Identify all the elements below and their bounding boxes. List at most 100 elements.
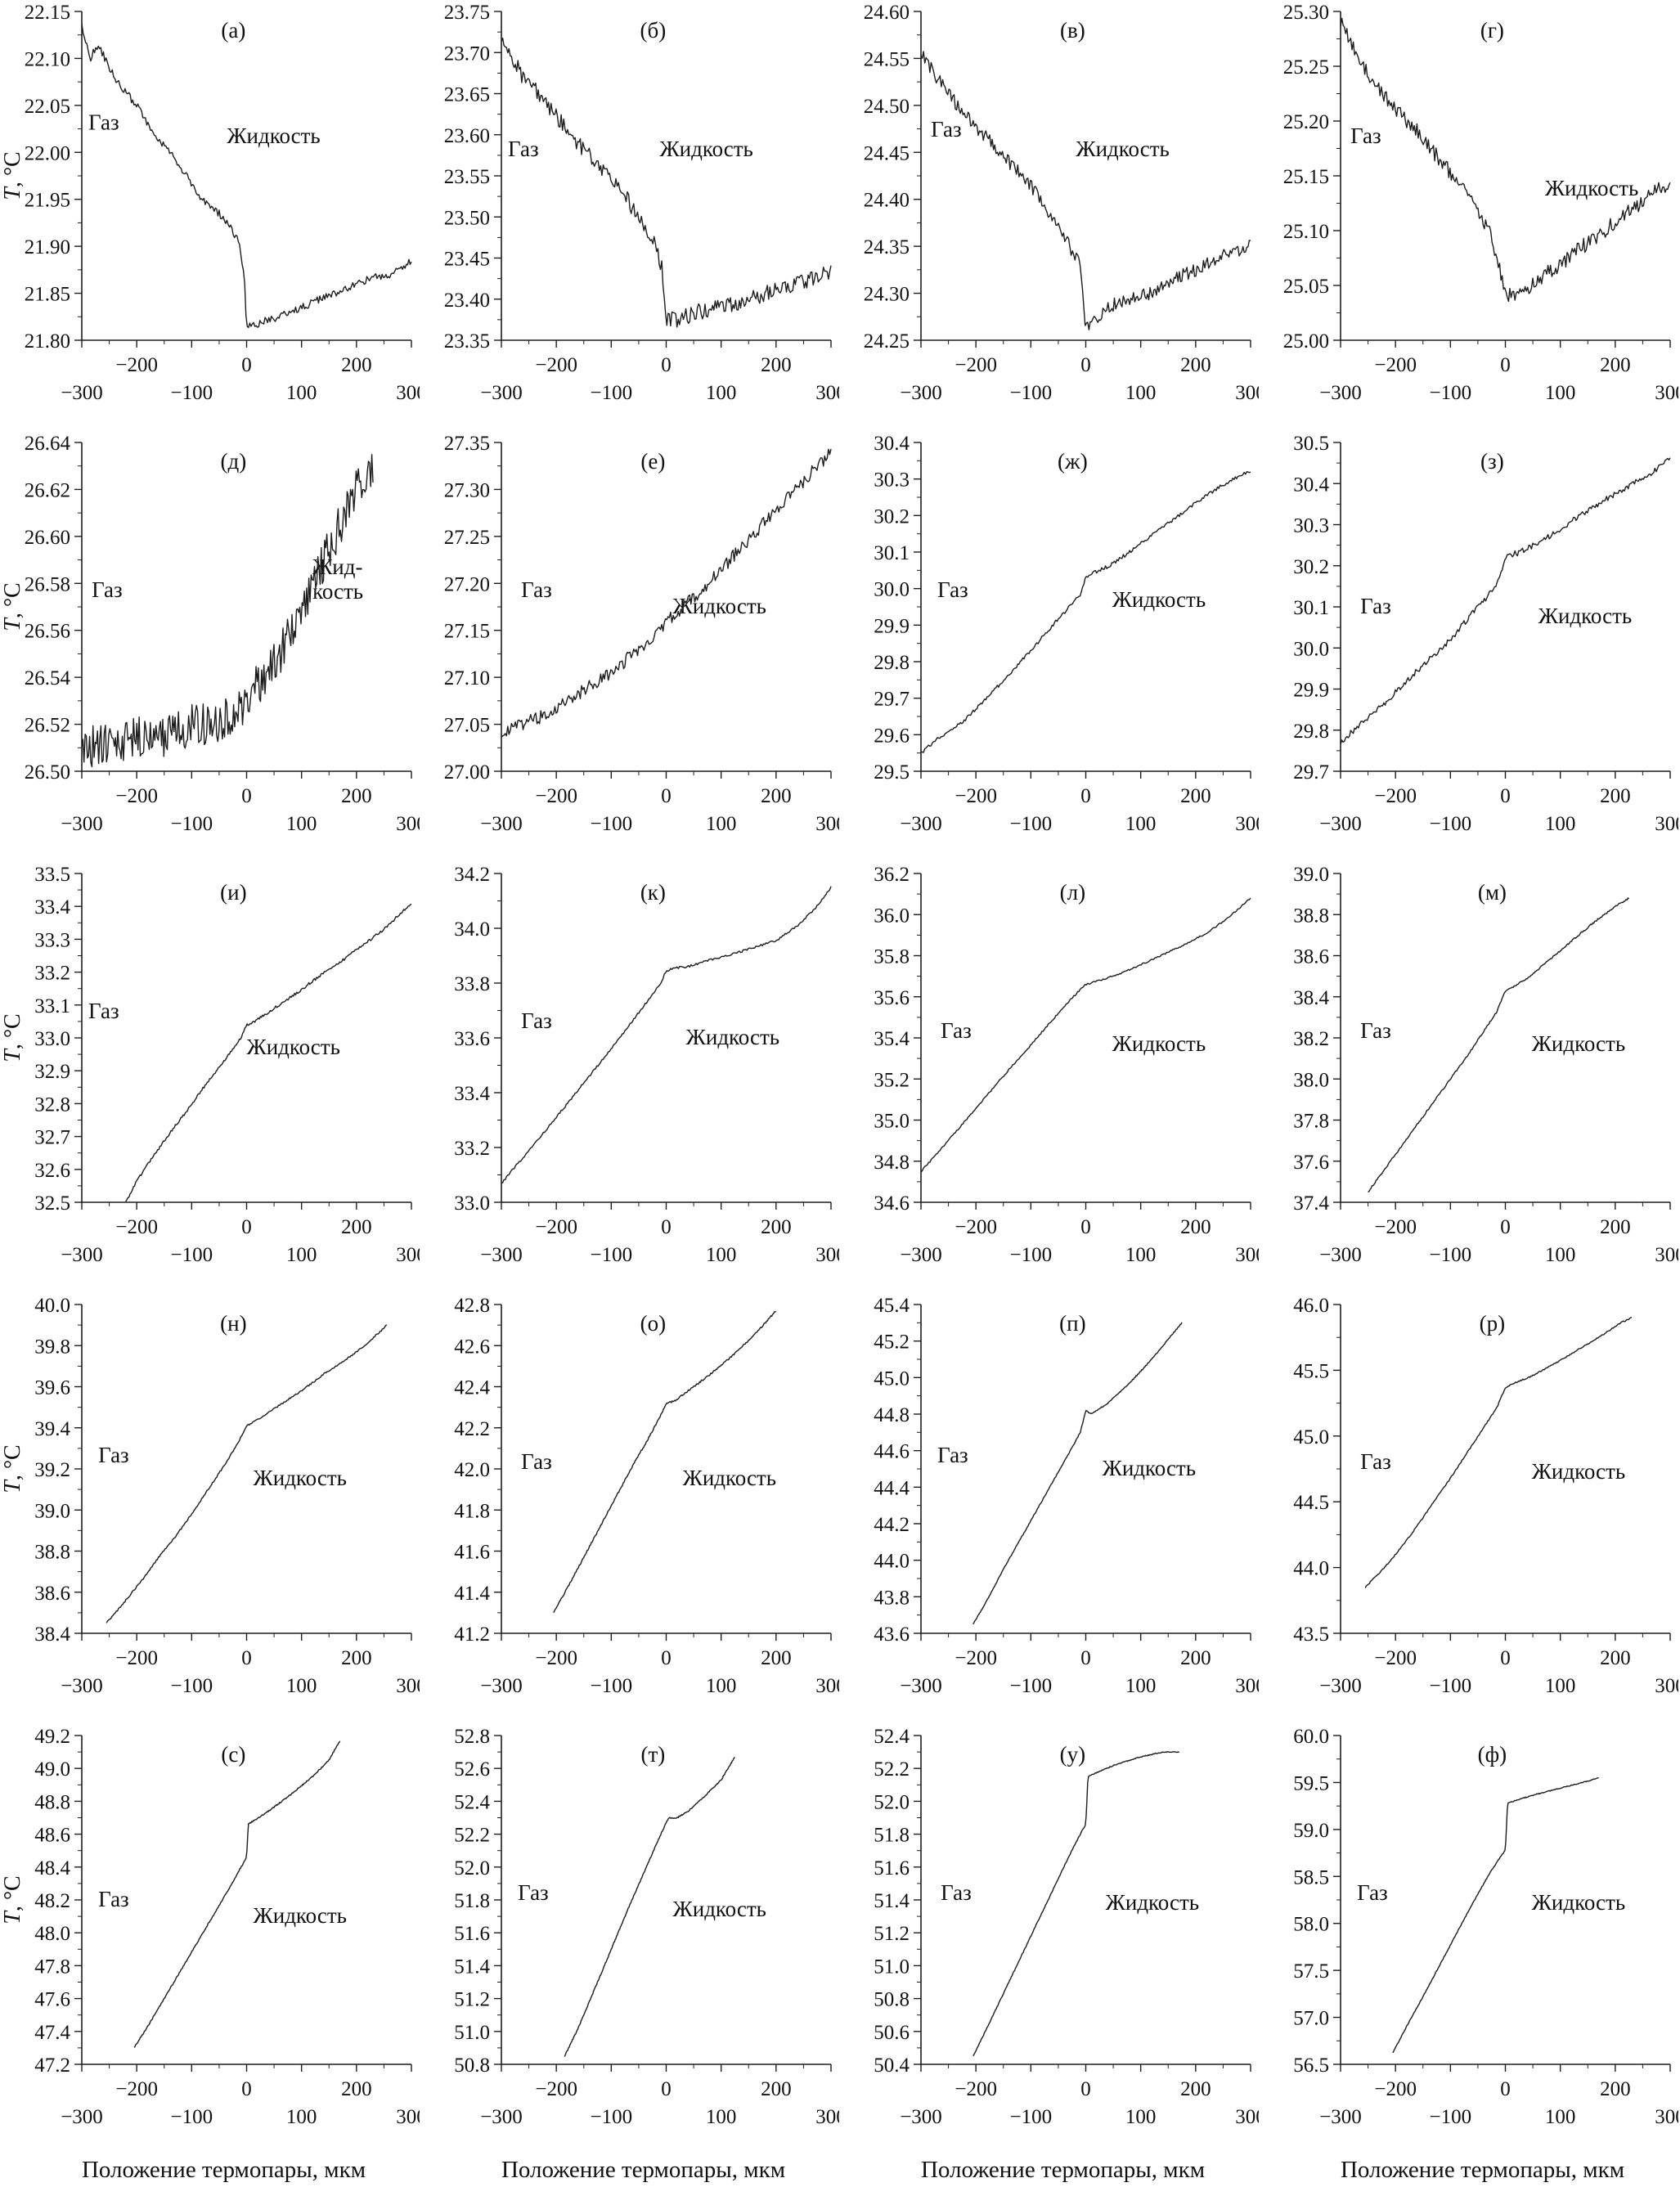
gas-annotation: Газ (1350, 123, 1381, 148)
data-curve (920, 471, 1251, 753)
x-tick-label: 0 (1080, 1216, 1091, 1238)
panel-label: (т) (640, 1742, 665, 1767)
data-curve (564, 1756, 735, 2057)
y-axis-title: T, °C (0, 582, 25, 631)
data-curve (973, 1322, 1183, 1625)
y-tick-label: 39.2 (34, 1459, 70, 1481)
x-tick-label: 100 (1545, 382, 1576, 404)
y-tick-label: 33.3 (34, 929, 70, 951)
data-curve (501, 38, 832, 328)
gas-annotation: Газ (88, 110, 119, 135)
x-tick-label: −100 (1010, 1675, 1053, 1697)
x-tick-label: 200 (761, 2078, 792, 2100)
y-tick-label: 27.00 (444, 761, 490, 784)
y-tick-label: 47.4 (34, 2022, 70, 2044)
y-tick-label: 38.8 (1293, 905, 1329, 927)
x-tick-label: 200 (341, 1647, 372, 1669)
y-tick-label: 38.8 (34, 1542, 70, 1564)
panel-label: (в) (1060, 18, 1085, 43)
chart-svg: 43.5 44.0 44.5 45.0 45.5 46.0 −200 0 200 −300 −100… (1293, 1295, 1680, 1697)
y-tick-label: 44.6 (874, 1441, 910, 1463)
x-tick-label: −100 (171, 1675, 213, 1697)
x-tick-label: −200 (535, 2078, 577, 2100)
y-tick-label: 30.0 (874, 579, 910, 601)
x-tick-label: 0 (241, 1647, 252, 1669)
y-tick-label: 39.4 (34, 1418, 70, 1440)
chart-svg: 56.5 57.0 57.5 58.0 58.5 59.0 59.5 60.0 −200 0 200… (1293, 1726, 1680, 2128)
x-tick-label: 100 (706, 1675, 737, 1697)
panel-label: (з) (1480, 449, 1504, 474)
panel-label: (ж) (1058, 449, 1088, 474)
x-tick-label: −100 (1010, 813, 1053, 835)
chart-svg: 32.5 32.6 32.7 32.8 32.9 33.0 33.1 33.2 33.3 33.4… (0, 864, 427, 1266)
gas-annotation: Газ (92, 577, 123, 602)
y-tick-label: 22.15 (25, 2, 70, 24)
x-tick-label: 100 (286, 382, 317, 404)
y-tick-label: 24.45 (864, 142, 910, 164)
chart-svg: 50.4 50.6 50.8 51.0 51.2 51.4 51.6 51.8 52.0 52.2… (874, 1726, 1266, 2128)
gas-annotation: Газ (941, 1018, 972, 1043)
x-tick-label: 100 (706, 813, 737, 835)
x-tick-label: 300 (1655, 382, 1678, 404)
y-tick-label: 24.55 (864, 48, 910, 70)
data-curve (553, 1310, 777, 1614)
y-tick-label: 47.6 (34, 1989, 70, 2011)
liquid-annotation: Жидкость (227, 123, 320, 148)
axes (501, 873, 831, 1203)
liquid-annotation: Жидкость (1112, 1031, 1206, 1056)
x-tick-label: −300 (900, 813, 942, 835)
chart-panel-12: 37.4 37.6 37.8 38.0 38.2 38.4 38.6 38.8 39.0 −200… (1259, 862, 1680, 1293)
y-tick-label: 21.90 (25, 236, 70, 258)
y-tick-label: 32.7 (34, 1127, 70, 1149)
x-tick-label: 300 (1655, 1244, 1678, 1266)
y-tick-label: 29.7 (874, 689, 910, 711)
x-tick-label: 100 (1125, 1675, 1157, 1697)
y-tick-label: 23.45 (444, 249, 490, 271)
y-tick-label: 50.6 (874, 2022, 910, 2044)
y-tick-label: 39.6 (34, 1377, 70, 1399)
x-tick-label: 0 (1080, 354, 1091, 376)
x-tick-label: −100 (1430, 2106, 1472, 2128)
chart-svg: 41.2 41.4 41.6 41.8 42.0 42.2 42.4 42.6 42.8 −200… (454, 1295, 847, 1697)
data-curve (81, 454, 374, 768)
x-tick-label: 300 (396, 1675, 420, 1697)
y-tick-label: 36.2 (874, 864, 910, 886)
y-tick-label: 44.5 (1293, 1492, 1329, 1514)
y-tick-label: 52.2 (874, 1758, 910, 1781)
x-tick-label: −200 (1374, 354, 1417, 376)
gas-annotation: Газ (1360, 1018, 1391, 1043)
x-tick-label: 300 (1235, 813, 1259, 835)
y-tick-label: 38.4 (1293, 987, 1329, 1009)
x-tick-label: −200 (1374, 2078, 1417, 2100)
y-tick-label: 44.2 (874, 1514, 910, 1536)
y-tick-label: 38.6 (1293, 946, 1329, 968)
y-tick-label: 27.35 (444, 433, 490, 455)
x-tick-label: −200 (1374, 785, 1417, 807)
y-tick-label: 40.0 (34, 1295, 70, 1317)
x-tick-label: 0 (1080, 1647, 1091, 1669)
chart-svg: 23.35 23.40 23.45 23.50 23.55 23.60 23.65 23.70… (444, 2, 847, 404)
data-curve (920, 897, 1251, 1173)
x-tick-label: −300 (900, 382, 942, 404)
y-axis-title: T, °C (0, 1444, 25, 1493)
y-tick-label: 59.0 (1293, 1820, 1329, 1842)
x-tick-label: 300 (815, 1675, 839, 1697)
x-tick-label: 0 (661, 1216, 672, 1238)
y-tick-label: 27.20 (444, 573, 490, 595)
x-tick-label: −200 (535, 1647, 577, 1669)
y-tick-label: 29.7 (1293, 761, 1329, 784)
y-tick-label: 34.6 (874, 1192, 910, 1215)
x-tick-label: 300 (815, 382, 839, 404)
y-tick-label: 38.6 (34, 1583, 70, 1605)
y-tick-label: 33.5 (34, 864, 70, 886)
y-tick-label: 32.8 (34, 1094, 70, 1116)
y-tick-label: 35.8 (874, 946, 910, 968)
x-tick-label: 100 (706, 2106, 737, 2128)
y-tick-label: 23.55 (444, 166, 490, 188)
x-tick-label: −300 (61, 1675, 103, 1697)
x-axis-label: Положение термопары, мкм (81, 2157, 366, 2183)
x-tick-label: −200 (115, 354, 158, 376)
y-tick-label: 46.0 (1293, 1295, 1329, 1317)
y-tick-label: 23.50 (444, 207, 490, 229)
y-tick-label: 23.75 (444, 2, 490, 24)
